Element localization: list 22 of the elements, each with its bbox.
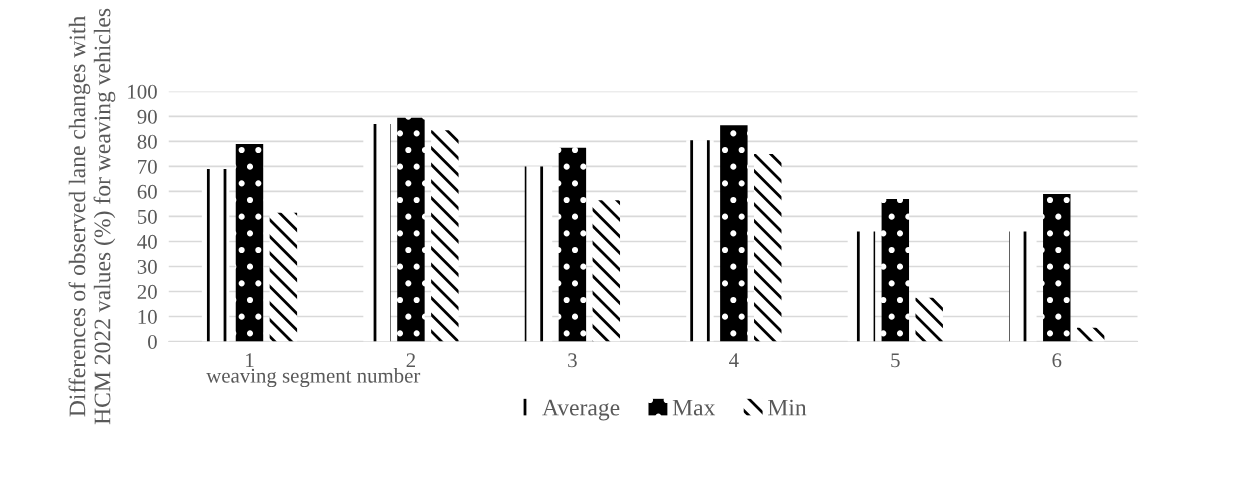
legend-label: Average (542, 399, 620, 421)
y-tick-label: 20 (137, 284, 157, 299)
y-tick-label: 30 (137, 259, 157, 274)
x-tick-label: 2 (406, 353, 415, 368)
y-tick-label: 0 (148, 334, 157, 349)
legend-label: Min (768, 399, 807, 416)
y-tick-label: 70 (138, 159, 157, 174)
x-tick-label: 3 (568, 353, 577, 368)
x-tick-label: 4 (729, 353, 739, 368)
x-tick-label: 6 (1052, 353, 1062, 368)
y-axis-title: Differences of observed lane changes with HCM 2022 values (%) for weaving vehicles (68, 8, 116, 425)
y-tick-label: 40 (137, 234, 157, 249)
x-tick-label: 5 (891, 353, 900, 368)
y-tick-label: 10 (138, 309, 157, 324)
x-axis-title: weaving segment number (206, 368, 421, 388)
y-tick-label: 90 (137, 109, 157, 124)
y-tick-label: 100 (128, 84, 157, 99)
legend-label: Max (672, 399, 716, 416)
x-tick-label: 1 (246, 353, 254, 368)
y-tick-label: 50 (138, 209, 157, 224)
y-tick-label: 60 (137, 184, 157, 199)
y-tick-label: 80 (137, 134, 157, 149)
